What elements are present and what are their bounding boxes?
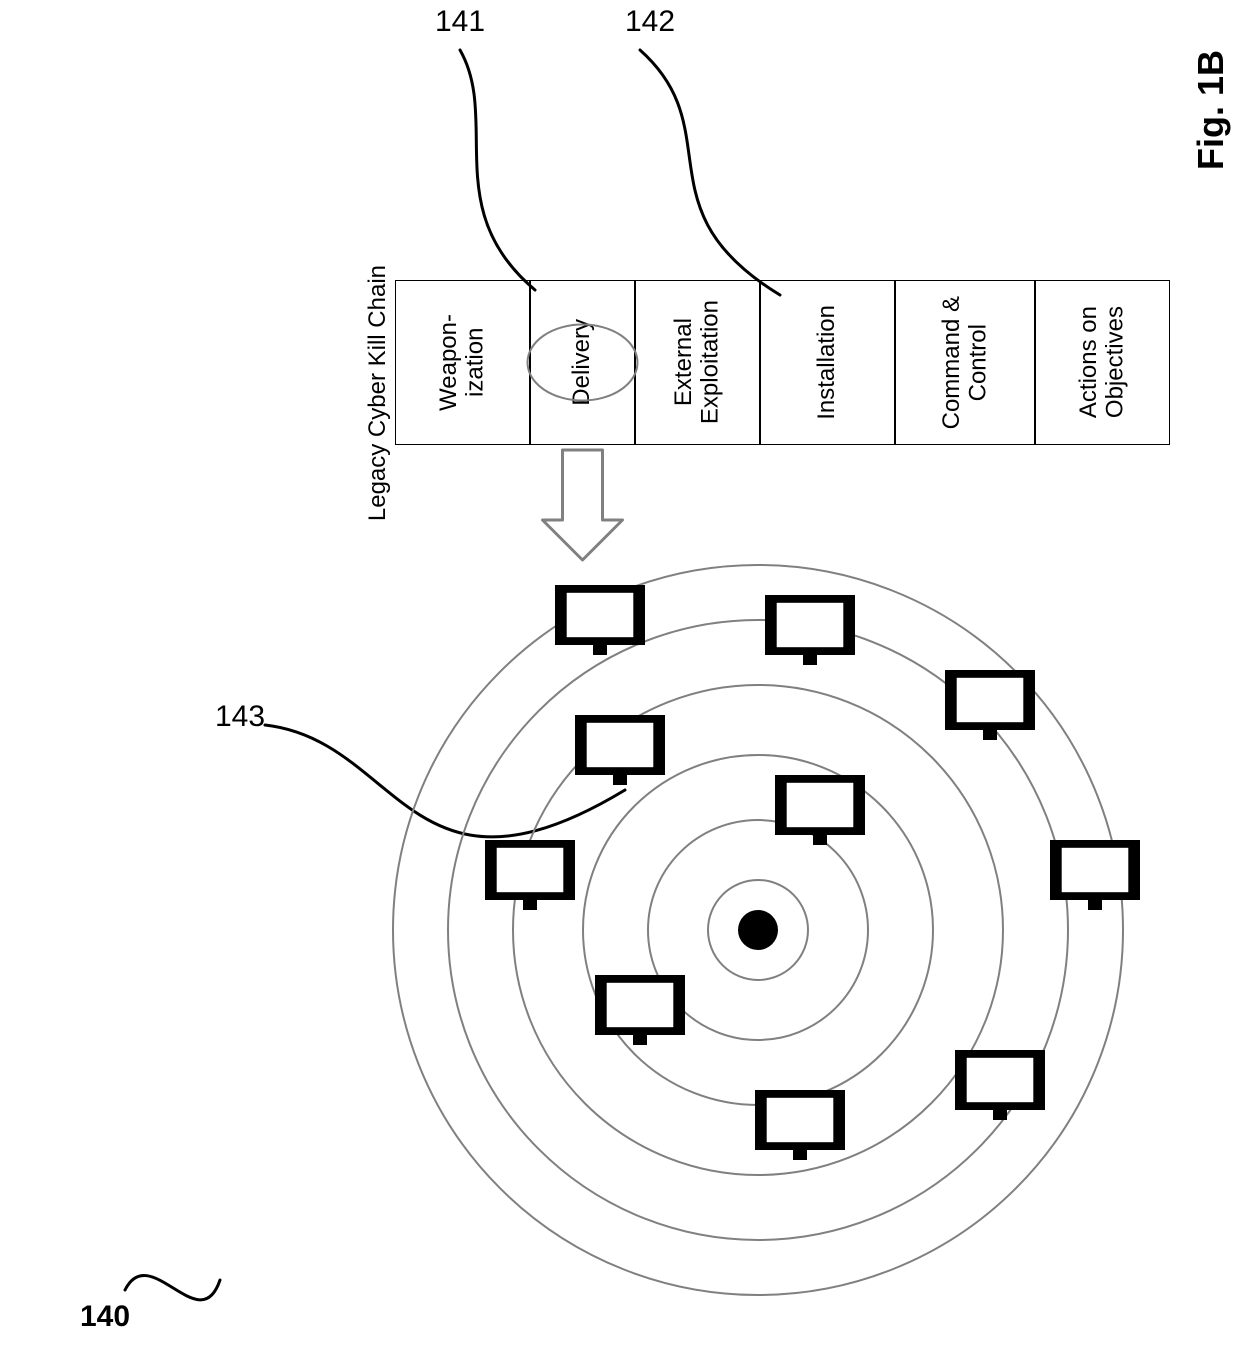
radar-ring: [513, 685, 1003, 1175]
monitor-icon: [775, 775, 865, 845]
callout-140: 140: [80, 1300, 130, 1334]
kill-chain-stage-label: Command & Control: [939, 296, 992, 429]
wire-141_to_chain: [460, 50, 535, 290]
kill-chain-stage-label: Actions on Objectives: [1076, 306, 1129, 418]
wire-143_to_monitor: [265, 725, 625, 837]
callout-141: 141: [435, 5, 485, 39]
arrow-path: [543, 450, 623, 560]
kill-chain-stage-label: Delivery: [569, 319, 595, 406]
monitor-icon: [1050, 840, 1140, 910]
monitor-icon: [765, 595, 855, 665]
kill-chain-row: Weapon- ization Delivery External Exploita…: [395, 280, 1170, 445]
kill-chain-stage: Delivery: [530, 280, 635, 445]
radar-ring: [583, 755, 933, 1105]
radar-ring: [708, 880, 808, 980]
kill-chain-stage-label: Weapon- ization: [436, 314, 489, 411]
monitor-icon: [595, 975, 685, 1045]
monitor-icon: [575, 715, 665, 785]
kill-chain-stage: External Exploitation: [635, 280, 760, 445]
monitor-icon: [485, 840, 575, 910]
wires-group: [125, 50, 780, 1300]
radar-ring: [448, 620, 1068, 1240]
radar-center-dot: [738, 910, 778, 950]
kill-chain-stage: Actions on Objectives: [1035, 280, 1170, 445]
kill-chain-stage: Installation: [760, 280, 895, 445]
wire-142_to_delivery: [640, 50, 780, 295]
monitor-icon: [755, 1090, 845, 1160]
figure-canvas: Fig. 1B 141 142 143 140 Legacy Cyber Kil…: [0, 0, 1240, 1362]
kill-chain-stage: Weapon- ization: [395, 280, 530, 445]
kill-chain-title-wrap: Legacy Cyber Kill Chain: [365, 265, 391, 526]
monitors-group: [485, 585, 1140, 1160]
kill-chain-stage-label: External Exploitation: [671, 300, 724, 424]
kill-chain-stage-label: Installation: [814, 305, 840, 420]
monitor-icon: [555, 585, 645, 655]
figure-label-text: Fig. 1B: [1190, 50, 1231, 170]
wire-140_tail: [125, 1275, 220, 1299]
radar-rings: [393, 565, 1123, 1295]
monitor-icon: [955, 1050, 1045, 1120]
callout-142: 142: [625, 5, 675, 39]
radar-ring: [393, 565, 1123, 1295]
radar-ring: [648, 820, 868, 1040]
kill-chain-stage: Command & Control: [895, 280, 1035, 445]
figure-label: Fig. 1B: [1190, 50, 1232, 170]
diagram-svg: [0, 0, 1240, 1362]
callout-143: 143: [215, 700, 265, 734]
delivery-arrow: [543, 450, 623, 560]
kill-chain-title: Legacy Cyber Kill Chain: [365, 265, 391, 521]
monitor-icon: [945, 670, 1035, 740]
